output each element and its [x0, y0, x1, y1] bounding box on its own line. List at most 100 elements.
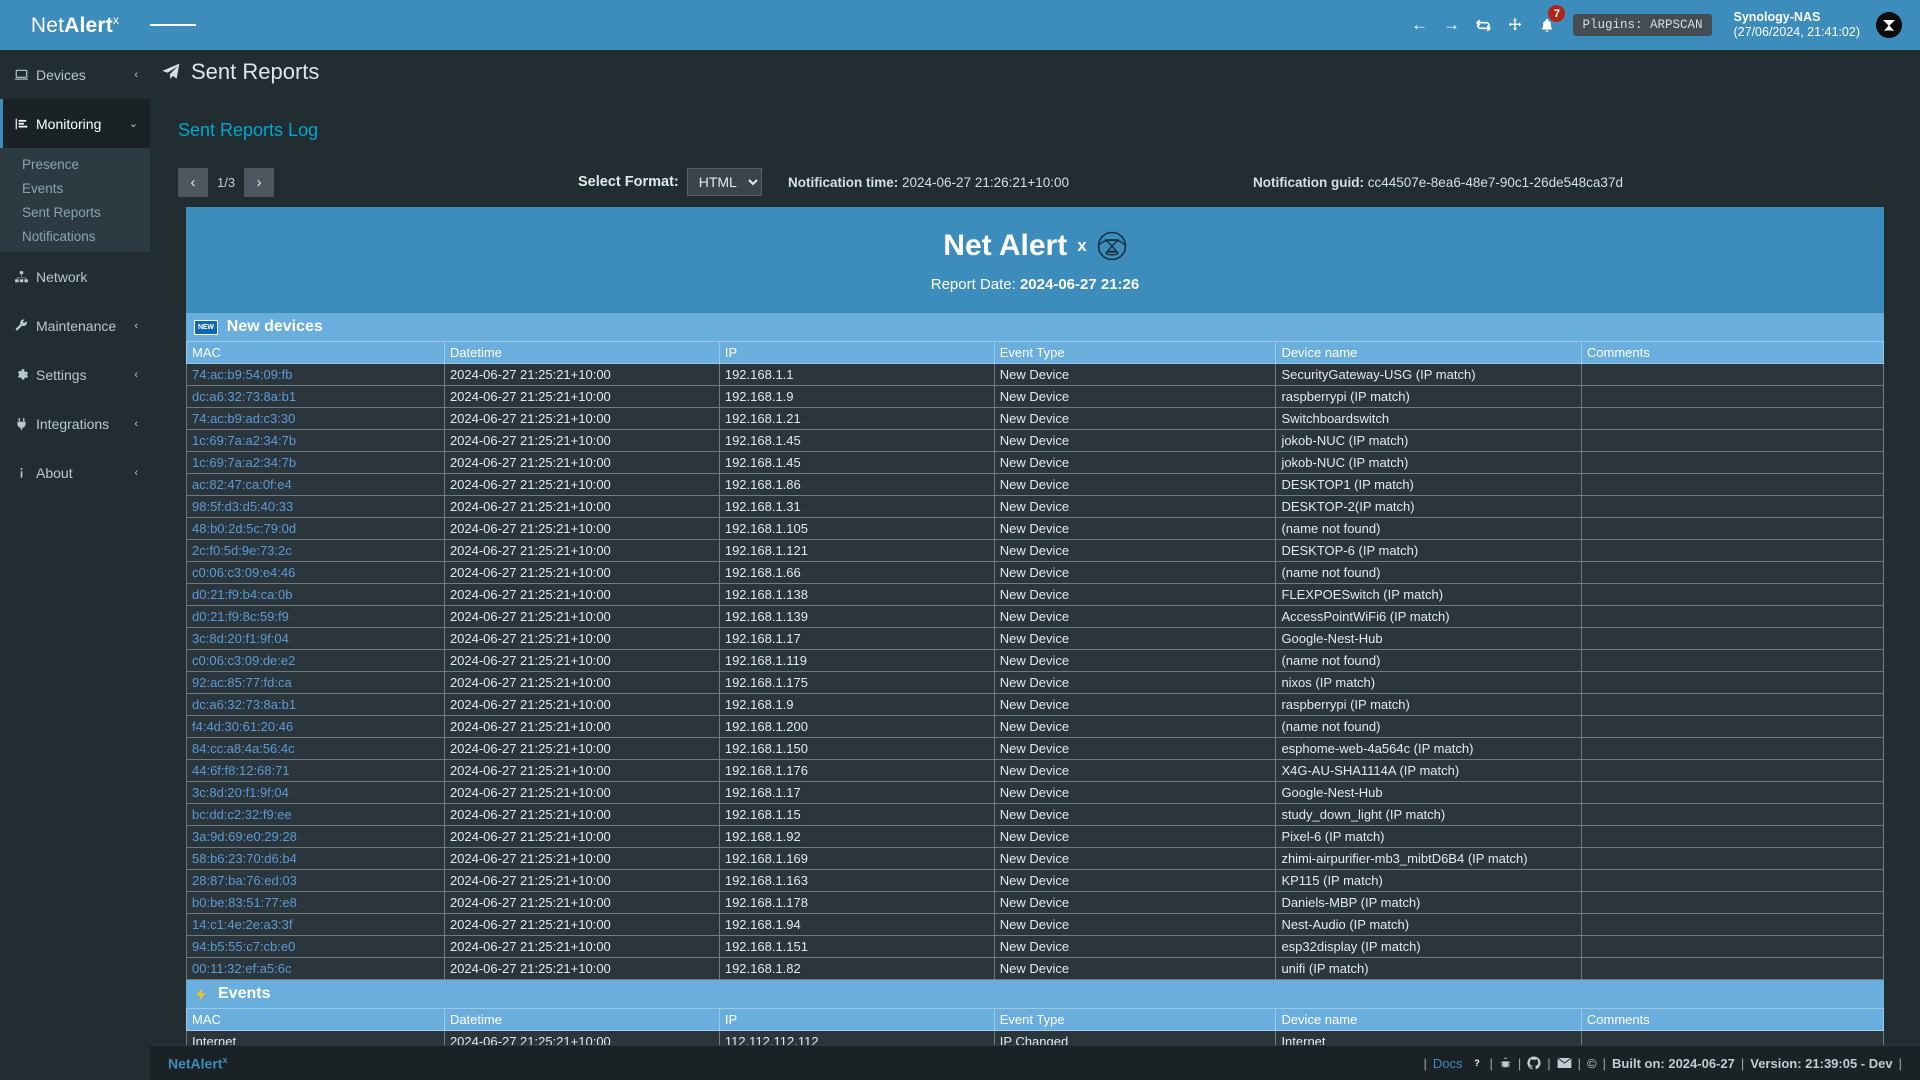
sidebar-item-integrations[interactable]: Integrations ‹ [0, 399, 150, 448]
column-header-ip: IP [718, 341, 995, 364]
cell-device-name: zhimi-airpurifier-mb3_mibtD6B4 (IP match… [1275, 847, 1582, 870]
chevron-left-icon: ‹ [134, 368, 138, 381]
sidebar-item-notifications[interactable]: Notifications [22, 228, 96, 244]
refresh-icon[interactable] [1467, 0, 1499, 50]
cell-datetime: 2024-06-27 21:25:21+10:00 [443, 605, 720, 628]
cell-event-type: New Device [993, 737, 1277, 760]
mac-link[interactable]: 48:b0:2d:5c:79:0d [192, 521, 297, 536]
sidebar-item-sent-reports[interactable]: Sent Reports [22, 204, 101, 220]
mac-link[interactable]: dc:a6:32:73:8a:b1 [192, 389, 297, 404]
mac-link[interactable]: 74:ac:b9:ad:c3:30 [192, 411, 296, 426]
cell-event-type: New Device [993, 385, 1277, 408]
cell-event-type: New Device [993, 583, 1277, 606]
notification-count-badge: 7 [1548, 5, 1566, 22]
bug-icon[interactable] [1499, 1056, 1512, 1070]
mac-link[interactable]: c0:06:c3:09:de:e2 [192, 653, 296, 668]
mac-link[interactable]: b0:be:83:51:77:e8 [192, 895, 297, 910]
new-devices-table: MAC Datetime IP Event Type Device name Commen… [186, 341, 1885, 980]
app-logo[interactable]: NetAlertx [0, 0, 150, 50]
forward-arrow-icon[interactable]: → [1442, 15, 1460, 34]
mac-link[interactable]: d0:21:f9:b4:ca:0b [192, 587, 293, 602]
mac-link[interactable]: ac:82:47:ca:0f:e4 [192, 477, 292, 492]
back-arrow-icon[interactable]: ← [1410, 15, 1428, 34]
cell-event-type: New Device [993, 561, 1277, 584]
mac-link[interactable]: 84:cc:a8:4a:56:4c [192, 741, 295, 756]
sidebar-label-integrations: Integrations [36, 415, 110, 432]
mac-link[interactable]: 94:b5:55:c7:cb:e0 [192, 939, 296, 954]
sidebar-item-presence[interactable]: Presence [22, 156, 80, 172]
column-header-datetime: Datetime [443, 341, 720, 364]
cell-ip: 192.168.1.45 [718, 451, 995, 474]
sidebar-label-monitoring: Monitoring [36, 115, 102, 132]
sidebar-item-about[interactable]: About ‹ [0, 448, 150, 497]
cell-datetime: 2024-06-27 21:25:21+10:00 [443, 825, 720, 848]
cell-event-type: New Device [993, 869, 1277, 892]
copyright-icon[interactable]: © [1587, 1055, 1597, 1071]
mac-link[interactable]: 14:c1:4e:2e:a3:3f [192, 917, 293, 932]
mac-link[interactable]: 00:11:32:ef:a5:6c [192, 961, 292, 976]
mac-link[interactable]: 74:ac:b9:54:09:fb [192, 367, 293, 382]
logo-superscript: x [112, 12, 120, 27]
sidebar-item-settings[interactable]: Settings ‹ [0, 350, 150, 399]
mac-link[interactable]: 1c:69:7a:a2:34:7b [192, 433, 297, 448]
sidebar-item-network[interactable]: Network [0, 252, 150, 301]
table-row: 3a:9d:69:e0:29:28 2024-06-27 21:25:21+10:… [186, 825, 1885, 848]
table-row: 48:b0:2d:5c:79:0d 2024-06-27 21:25:21+10:… [186, 517, 1885, 540]
mac-link[interactable]: 1c:69:7a:a2:34:7b [192, 455, 297, 470]
cell-ip: 192.168.1.66 [718, 561, 995, 584]
plugins-status-pill[interactable]: Plugins: ARPSCAN [1573, 14, 1712, 36]
notifications-bell-icon[interactable]: 7 [1531, 0, 1566, 50]
prev-page-button[interactable]: ‹ [178, 167, 208, 197]
cell-datetime: 2024-06-27 21:25:21+10:00 [443, 847, 720, 870]
cell-mac: 44:6f:f8:12:68:71 [186, 759, 445, 782]
cell-datetime: 2024-06-27 21:25:21+10:00 [443, 583, 720, 606]
mac-link[interactable]: f4:4d:30:61:20:46 [192, 719, 294, 734]
mac-link[interactable]: c0:06:c3:09:e4:46 [192, 565, 296, 580]
cell-device-name: AccessPointWiFi6 (IP match) [1275, 605, 1582, 628]
footer-version: Version: 21:39:05 - Dev [1750, 1055, 1893, 1071]
mac-link[interactable]: bc:dd:c2:32:f9:ee [192, 807, 292, 822]
avatar[interactable] [1876, 12, 1902, 38]
cell-device-name: X4G-AU-SHA1114A (IP match) [1275, 759, 1582, 782]
mac-link[interactable]: 3a:9d:69:e0:29:28 [192, 829, 297, 844]
sidebar-item-maintenance[interactable]: Maintenance ‹ [0, 301, 150, 350]
separator: | [1577, 1055, 1582, 1071]
mac-link[interactable]: 92:ac:85:77:fd:ca [192, 675, 292, 690]
cell-device-name: Pixel-6 (IP match) [1275, 825, 1582, 848]
cell-device-name: unifi (IP match) [1275, 957, 1582, 980]
mac-link[interactable]: 44:6f:f8:12:68:71 [192, 763, 290, 778]
cell-datetime: 2024-06-27 21:25:21+10:00 [443, 407, 720, 430]
sidebar-item-events[interactable]: Events [22, 180, 64, 196]
column-header-mac: MAC [186, 1008, 445, 1031]
cell-event-type: New Device [993, 429, 1277, 452]
envelope-icon[interactable] [1556, 1057, 1572, 1069]
next-page-button[interactable]: › [244, 167, 275, 197]
cell-mac: c0:06:c3:09:e4:46 [186, 561, 445, 584]
mac-link[interactable]: 2c:f0:5d:9e:73:2c [192, 543, 292, 558]
cell-device-name: Google-Nest-Hub [1275, 781, 1582, 804]
mac-link[interactable]: d0:21:f9:8c:59:f9 [192, 609, 289, 624]
mac-link[interactable]: dc:a6:32:73:8a:b1 [192, 697, 297, 712]
cell-ip: 192.168.1.105 [718, 517, 995, 540]
table-header-row: MAC Datetime IP Event Type Device name Commen… [186, 1008, 1885, 1031]
mac-link[interactable]: 98:5f:d3:d5:40:33 [192, 499, 294, 514]
sidebar-item-devices[interactable]: Devices ‹ [0, 50, 150, 99]
cell-comments [1580, 715, 1885, 738]
mac-link[interactable]: 3c:8d:20:f1:9f:04 [192, 631, 289, 646]
github-icon[interactable] [1527, 1056, 1541, 1070]
mac-link[interactable]: 58:b6:23:70:d6:b4 [192, 851, 297, 866]
format-select[interactable]: HTML [686, 168, 762, 196]
help-question-icon[interactable]: ? [1470, 1056, 1484, 1070]
report-body: Net Alert x Report Date: 2024-06-27 21:2 [186, 207, 1885, 1080]
mac-link[interactable]: 28:87:ba:76:ed:03 [192, 873, 297, 888]
cell-ip: 192.168.1.169 [718, 847, 995, 870]
cell-ip: 192.168.1.31 [718, 495, 995, 518]
expand-icon[interactable] [1499, 0, 1531, 50]
column-header-comments: Comments [1580, 1008, 1885, 1031]
page-indicator: 1/3 [217, 174, 236, 190]
sidebar-toggle-icon[interactable] [150, 0, 196, 50]
mac-link[interactable]: 3c:8d:20:f1:9f:04 [192, 785, 289, 800]
sidebar-item-monitoring[interactable]: Monitoring ⌄ [0, 99, 150, 148]
cell-ip: 192.168.1.45 [718, 429, 995, 452]
docs-link[interactable]: Docs [1432, 1055, 1463, 1071]
